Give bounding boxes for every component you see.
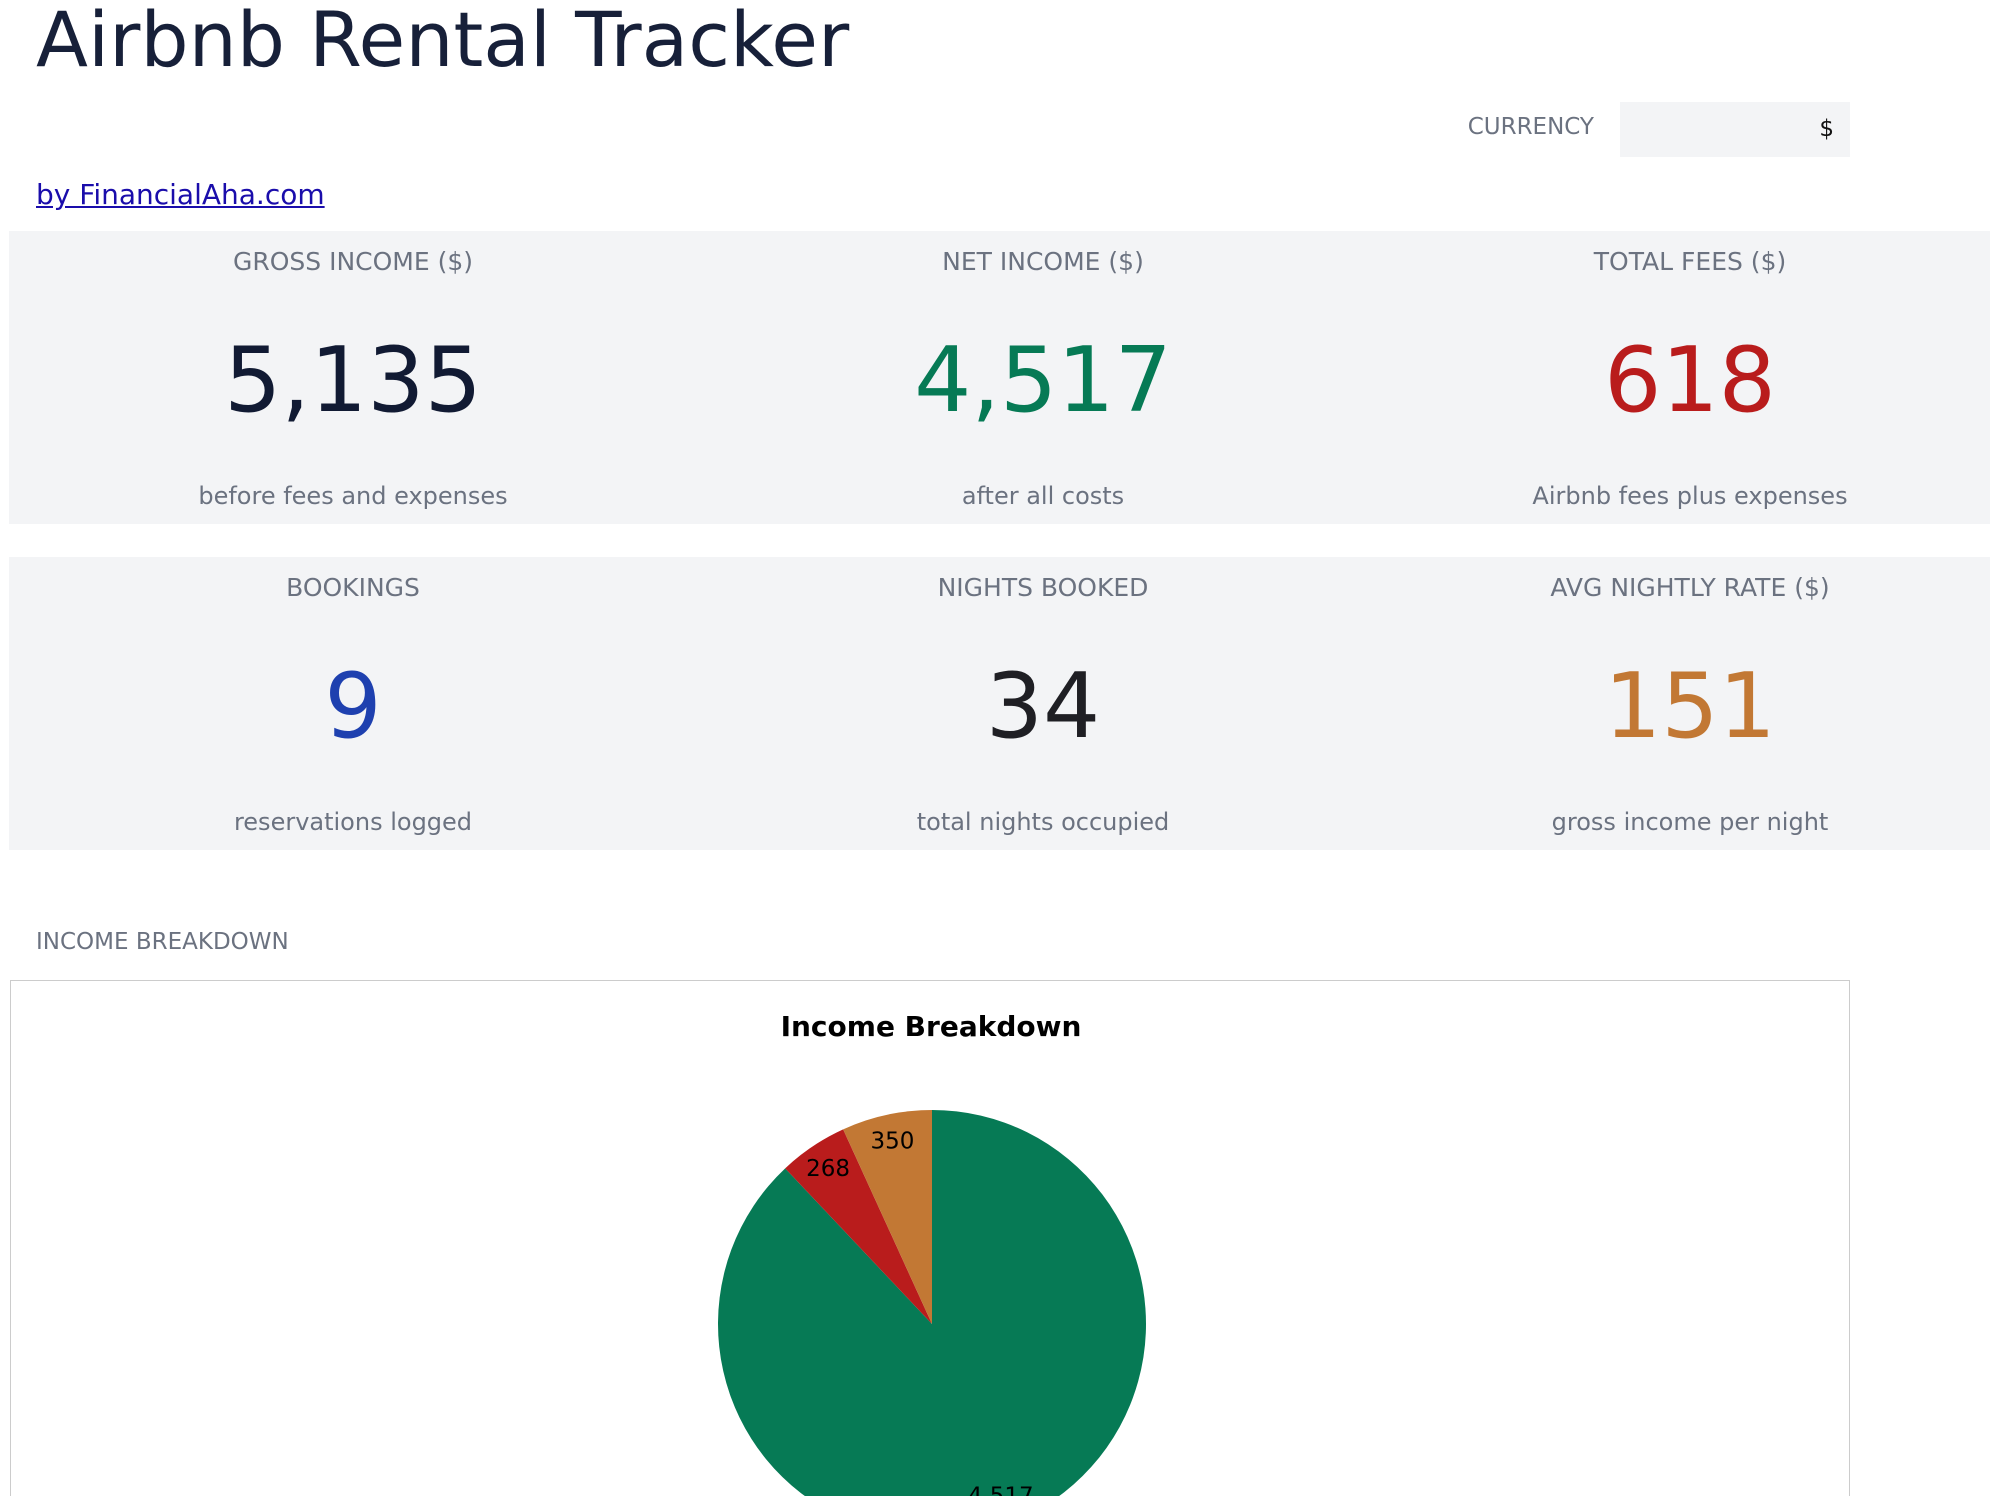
card-row: BOOKINGS 9 reservations logged NIGHTS BOOKE… (9, 557, 1990, 850)
stat-note: total nights occupied (916, 808, 1170, 836)
stat-label: NET INCOME ($) (942, 247, 1144, 276)
stat-value: 618 (1604, 328, 1776, 433)
slice-label: 4,517 (968, 1484, 1034, 1496)
stat-card: TOTAL FEES ($) 618 Airbnb fees plus expens… (1370, 231, 2000, 524)
currency-label: CURRENCY (1467, 114, 1594, 140)
stat-label: TOTAL FEES ($) (1593, 247, 1787, 276)
page-title: Airbnb Rental Tracker (36, 0, 850, 84)
stat-value: 151 (1604, 654, 1776, 759)
pie-slice (718, 1110, 1146, 1496)
stat-note: after all costs (961, 482, 1125, 510)
card-row: GROSS INCOME ($) 5,135 before fees and exp… (9, 231, 1990, 524)
stat-card: NIGHTS BOOKED 34 total nights occupied (723, 557, 1363, 850)
slice-label: 268 (806, 1156, 850, 1182)
stat-label: AVG NIGHTLY RATE ($) (1550, 573, 1830, 602)
stat-value: 5,135 (224, 328, 482, 433)
stat-value: 34 (985, 654, 1101, 759)
stat-label: NIGHTS BOOKED (937, 573, 1149, 602)
stat-note: Airbnb fees plus expenses (1532, 482, 1848, 510)
stat-card: AVG NIGHTLY RATE ($) 151 gross income per … (1370, 557, 2000, 850)
stat-card: GROSS INCOME ($) 5,135 before fees and exp… (33, 231, 673, 524)
stat-value: 4,517 (914, 328, 1172, 433)
currency-value: $ (1819, 116, 1834, 142)
chart-title: Income Breakdown (781, 1010, 1082, 1043)
chart-frame: Income Breakdown 4,517 268 350 (10, 980, 1850, 1496)
stat-label: BOOKINGS (286, 573, 420, 602)
currency-input[interactable]: $ (1620, 102, 1850, 157)
chart: Income Breakdown 4,517 268 350 (718, 1010, 1146, 1496)
stat-label: GROSS INCOME ($) (232, 247, 474, 276)
pie-slice (785, 1129, 932, 1324)
stat-card: NET INCOME ($) 4,517 after all costs (723, 231, 1363, 524)
stat-note: gross income per night (1551, 808, 1829, 836)
site-link[interactable]: by FinancialAha.com (36, 178, 325, 211)
pie-slice (843, 1110, 932, 1324)
stat-value: 9 (324, 654, 382, 759)
stat-note: reservations logged (233, 808, 473, 836)
slice-label: 350 (870, 1129, 914, 1155)
stat-card: BOOKINGS 9 reservations logged (33, 557, 673, 850)
stat-note: before fees and expenses (198, 482, 508, 510)
section-label: INCOME BREAKDOWN (36, 929, 289, 955)
